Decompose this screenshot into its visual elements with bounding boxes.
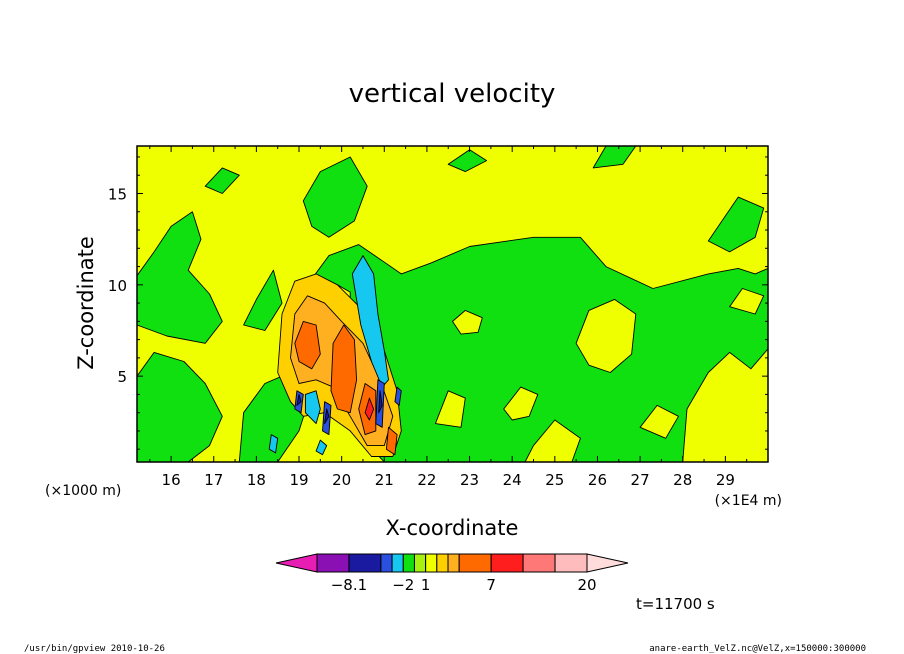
contour-region-darkblue [378,390,383,414]
x-tick-label: 22 [417,471,436,489]
colorbar-swatch [490,553,524,573]
y-axis: 5 10 15 [108,156,768,450]
x-tick-label: 24 [503,471,522,489]
contour-region-cyan [351,255,389,388]
colorbar-swatch [380,553,393,573]
colorbar-label: 20 [577,576,596,594]
chart-title: vertical velocity [349,79,556,109]
y-units-label: (×1000 m) [45,483,121,499]
x-tick-label: 29 [716,471,735,489]
colorbar-label: −8.1 [331,576,367,594]
x-tick-label: 25 [545,471,564,489]
colorbar: −8.1 −2 1 7 20 [275,553,629,594]
y-tick-label: 10 [108,277,127,295]
contour-region-green [136,351,223,463]
colorbar-label: 1 [421,576,431,594]
contour-region-green [136,211,223,344]
contour-region-orange [330,324,358,414]
x-tick-label: 18 [247,471,266,489]
x-tick-label: 23 [460,471,479,489]
contour-region-green [707,196,765,253]
colorbar-swatch [391,553,404,573]
contour-region-red [364,397,375,421]
colorbar-swatch [316,553,350,573]
colorbar-label: 7 [486,576,496,594]
contour-region-cyan [315,439,328,456]
y-tick-label: 5 [117,368,127,386]
plot-frame [136,145,769,463]
x-tick-label: 19 [289,471,308,489]
contour-region-yellow-hole [434,390,466,428]
footer-left: /usr/bin/gpview 2010-10-26 [24,644,165,654]
contour-region-darkblue [296,393,302,406]
x-tick-label: 28 [673,471,692,489]
contour-region-cyan [268,434,279,454]
colorbar-swatch [348,553,382,573]
x-tick-label: 16 [162,471,181,489]
contour-region-yellow-hole [503,386,539,421]
colorbar-swatch [554,553,588,573]
x-tick-label: 26 [588,471,607,489]
contour-regions [136,145,769,463]
contour-region-orange [385,426,398,456]
time-label: t=11700 s [636,595,715,613]
plot-area [136,145,769,463]
colorbar-swatch [447,553,460,573]
colorbar-swatch [436,553,449,573]
x-axis: 16 17 18 19 20 21 22 23 24 25 26 27 28 29 [149,146,748,489]
x-axis-label: X-coordinate [386,516,519,540]
contour-region-cyan [304,390,321,425]
contour-region-blue [394,386,402,406]
x-tick-label: 21 [375,471,394,489]
contour-region-yellow-hole [729,288,765,315]
y-axis-label: Z-coordinate [74,236,98,370]
contour-region-yellow-hole [452,309,483,335]
contour-region-green [204,167,240,194]
x-tick-label: 17 [204,471,223,489]
y-tick-label: 15 [108,185,127,203]
footer-right: anare-earth_VelZ.nc@VelZ,x=150000:300000 [649,644,866,654]
colorbar-swatch [522,553,556,573]
colorbar-label: −2 [392,576,414,594]
colorbar-upper-arrow [586,553,629,573]
colorbar-swatch [402,553,415,573]
colorbar-swatch [458,553,492,573]
colorbar-swatch [425,553,438,573]
contour-region-darkblue [324,408,330,425]
contour-region-green [302,156,368,238]
x-tick-label: 20 [332,471,351,489]
contour-region-green [243,269,283,331]
contour-region-yellow-hole [575,298,637,373]
colorbar-lower-arrow [275,553,318,573]
contour-region-orange [294,320,321,370]
contour-region-yellow-hole [639,404,679,439]
colorbar-swatch [413,553,427,573]
contour-region-green [447,149,488,173]
x-units-label: (×1E4 m) [715,493,782,509]
x-tick-label: 27 [631,471,650,489]
